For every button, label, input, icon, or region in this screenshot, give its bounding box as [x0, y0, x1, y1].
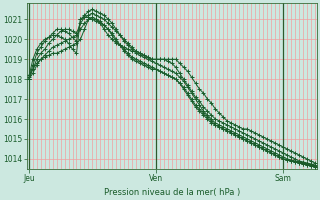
- X-axis label: Pression niveau de la mer( hPa ): Pression niveau de la mer( hPa ): [104, 188, 240, 197]
